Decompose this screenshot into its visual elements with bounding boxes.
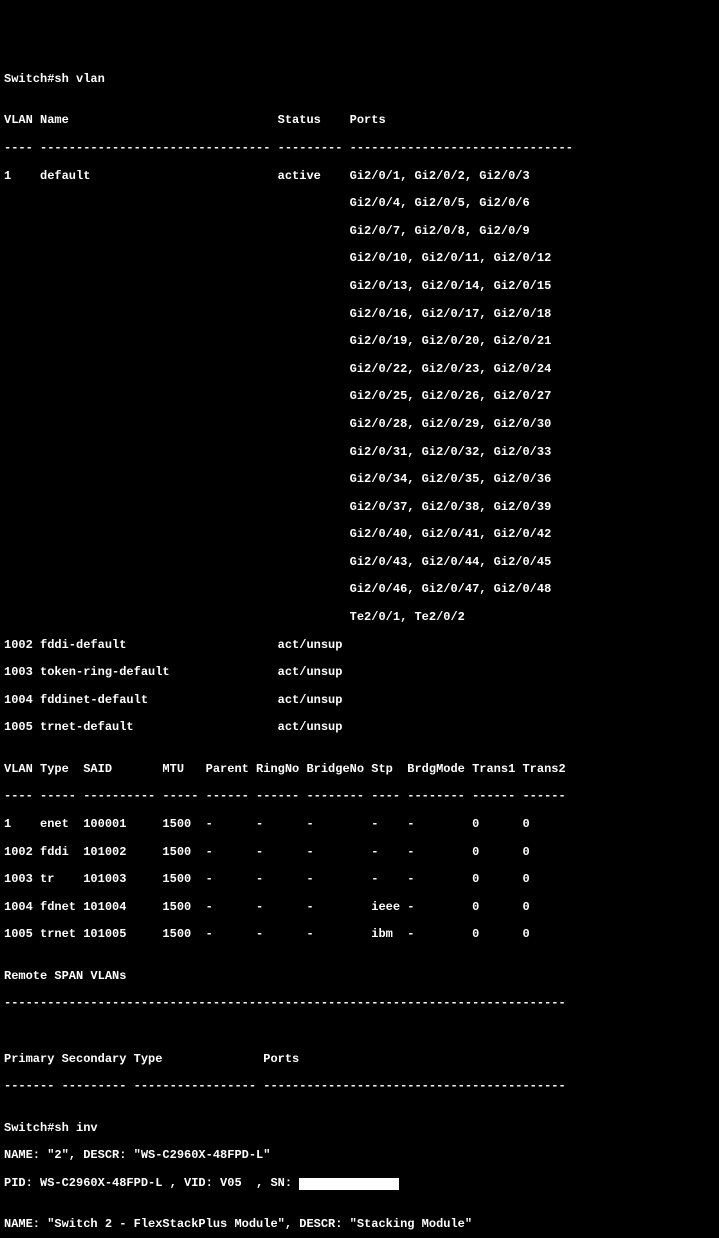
ports-line: Gi2/0/16, Gi2/0/17, Gi2/0/18: [4, 308, 715, 322]
vlan-row: 1 default active Gi2/0/1, Gi2/0/2, Gi2/0…: [4, 170, 715, 184]
inv-line: NAME: "Switch 2 - FlexStackPlus Module",…: [4, 1218, 715, 1232]
type-row: 1005 trnet 101005 1500 - - - ibm - 0 0: [4, 928, 715, 942]
vlan-row: 1002 fddi-default act/unsup: [4, 639, 715, 653]
type-row: 1002 fddi 101002 1500 - - - - - 0 0: [4, 846, 715, 860]
ports-line: Gi2/0/31, Gi2/0/32, Gi2/0/33: [4, 446, 715, 460]
separator: ----------------------------------------…: [4, 997, 715, 1011]
cmd-line: Switch#sh vlan: [4, 73, 715, 87]
pvlan-header: Primary Secondary Type Ports: [4, 1053, 715, 1067]
rspan-header: Remote SPAN VLANs: [4, 970, 715, 984]
type-header: VLAN Type SAID MTU Parent RingNo BridgeN…: [4, 763, 715, 777]
redacted-serial: [299, 1178, 399, 1190]
type-row: 1004 fdnet 101004 1500 - - - ieee - 0 0: [4, 901, 715, 915]
ports-line: Gi2/0/25, Gi2/0/26, Gi2/0/27: [4, 390, 715, 404]
cmd-line: Switch#sh inv: [4, 1122, 715, 1136]
inv-line: NAME: "2", DESCR: "WS-C2960X-48FPD-L": [4, 1149, 715, 1163]
type-row: 1 enet 100001 1500 - - - - - 0 0: [4, 818, 715, 832]
separator: ---- -------------------------------- --…: [4, 142, 715, 156]
terminal-output: Switch#sh vlan VLAN Name Status Ports --…: [4, 59, 715, 1238]
ports-line: Gi2/0/40, Gi2/0/41, Gi2/0/42: [4, 528, 715, 542]
ports-line: Gi2/0/13, Gi2/0/14, Gi2/0/15: [4, 280, 715, 294]
ports-line: Gi2/0/19, Gi2/0/20, Gi2/0/21: [4, 335, 715, 349]
ports-line: Gi2/0/43, Gi2/0/44, Gi2/0/45: [4, 556, 715, 570]
inv-line: PID: WS-C2960X-48FPD-L , VID: V05 , SN:: [4, 1177, 715, 1191]
vlan-row: 1003 token-ring-default act/unsup: [4, 666, 715, 680]
ports-line: Gi2/0/10, Gi2/0/11, Gi2/0/12: [4, 252, 715, 266]
vlan-header: VLAN Name Status Ports: [4, 114, 715, 128]
vlan-row: 1004 fddinet-default act/unsup: [4, 694, 715, 708]
ports-line: Gi2/0/37, Gi2/0/38, Gi2/0/39: [4, 501, 715, 515]
ports-line: Gi2/0/4, Gi2/0/5, Gi2/0/6: [4, 197, 715, 211]
separator: ---- ----- ---------- ----- ------ -----…: [4, 790, 715, 804]
ports-line: Gi2/0/34, Gi2/0/35, Gi2/0/36: [4, 473, 715, 487]
ports-line: Gi2/0/22, Gi2/0/23, Gi2/0/24: [4, 363, 715, 377]
type-row: 1003 tr 101003 1500 - - - - - 0 0: [4, 873, 715, 887]
ports-line: Gi2/0/28, Gi2/0/29, Gi2/0/30: [4, 418, 715, 432]
inv-prefix: PID: WS-C2960X-48FPD-L , VID: V05 , SN:: [4, 1176, 299, 1190]
vlan-row: 1005 trnet-default act/unsup: [4, 721, 715, 735]
ports-line: Gi2/0/7, Gi2/0/8, Gi2/0/9: [4, 225, 715, 239]
ports-line: Te2/0/1, Te2/0/2: [4, 611, 715, 625]
separator: ------- --------- ----------------- ----…: [4, 1080, 715, 1094]
ports-line: Gi2/0/46, Gi2/0/47, Gi2/0/48: [4, 583, 715, 597]
